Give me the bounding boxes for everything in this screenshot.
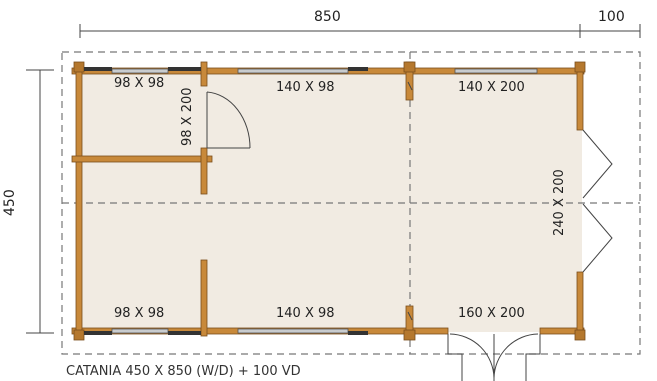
- label-door-right: 240 X 200: [552, 169, 567, 236]
- label-window-top-mid: 140 X 98: [276, 80, 335, 95]
- label-window-bottom-mid: 140 X 98: [276, 306, 335, 321]
- middle-wall-marks: [407, 81, 413, 321]
- bottom-double-door: [447, 333, 541, 381]
- window-frames-top: [84, 67, 368, 71]
- label-window-bottom-left: 98 X 98: [114, 306, 165, 321]
- label-door-bottom-right: 160 X 200: [458, 306, 525, 321]
- top-dimension-line: [79, 24, 641, 38]
- label-door-top-right: 140 X 200: [458, 80, 525, 95]
- dimension-terrace: 100: [598, 9, 625, 25]
- label-door-inner: 98 X 200: [180, 87, 195, 146]
- plan-caption: CATANIA 450 X 850 (W/D) + 100 VD: [66, 364, 301, 379]
- interior-door: [206, 91, 251, 149]
- side-dimension-line: [26, 69, 54, 334]
- label-window-top-left: 98 X 98: [114, 76, 165, 91]
- floor-area: [78, 70, 582, 332]
- right-double-door: [582, 129, 613, 273]
- dimension-width: 850: [314, 9, 341, 25]
- window-frames-bottom: [84, 331, 368, 335]
- dimension-depth: 450: [2, 189, 18, 216]
